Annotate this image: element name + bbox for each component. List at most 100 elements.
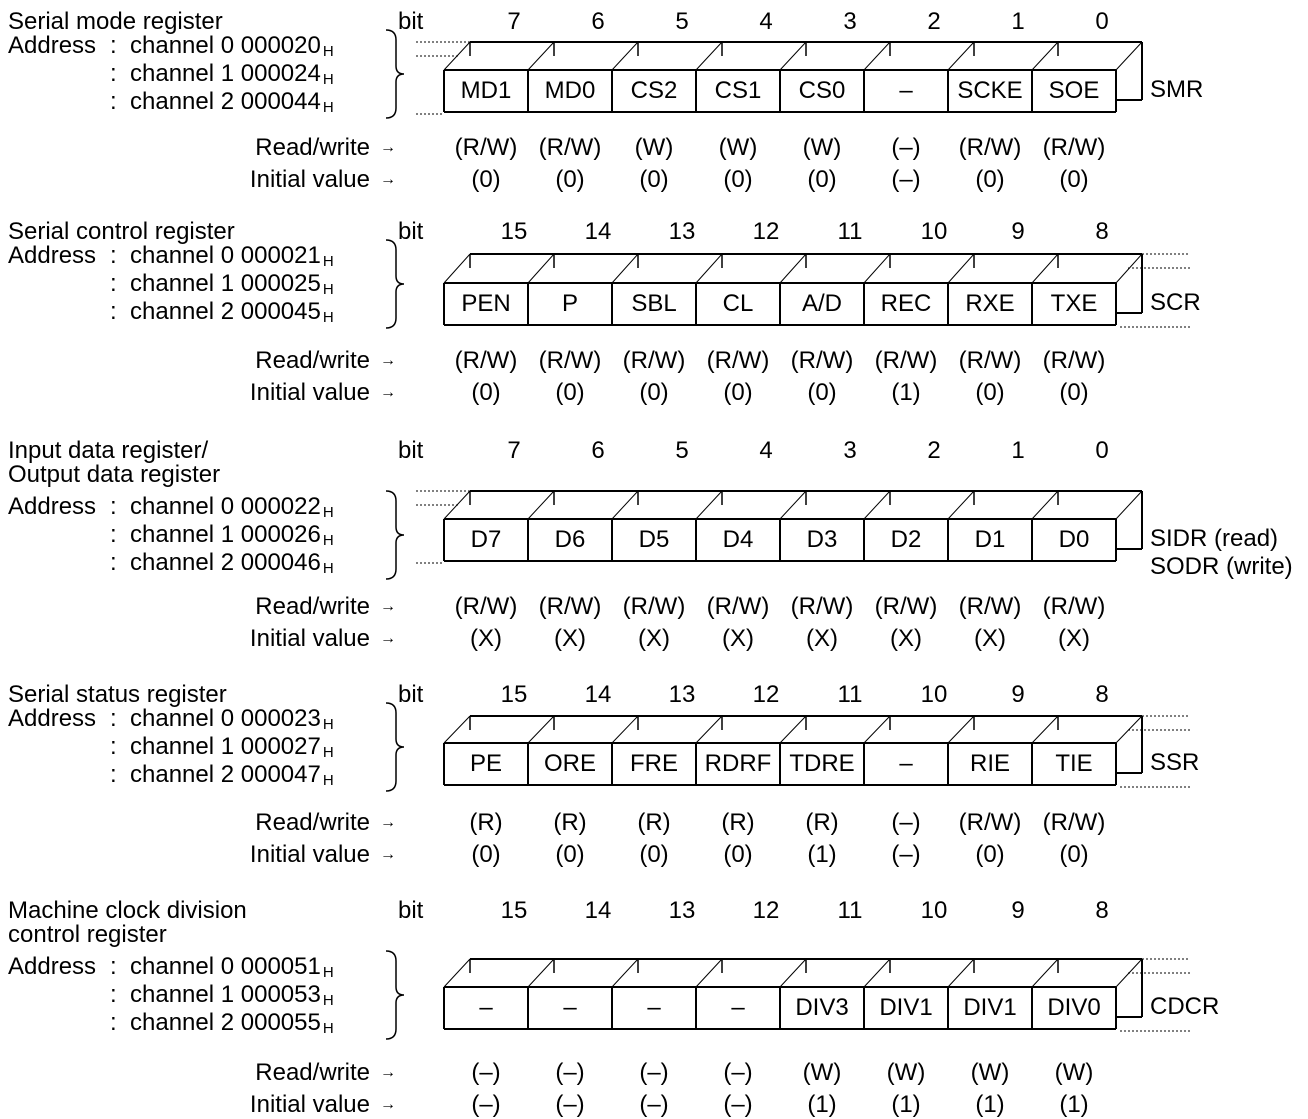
read-write-value: (–)	[639, 1059, 669, 1086]
read-write-value: (R/W)	[622, 593, 686, 620]
read-write-value: (R/W)	[958, 347, 1022, 374]
initial-value: (0)	[555, 166, 585, 193]
read-write-value: (R/W)	[1042, 134, 1106, 161]
initial-value-label: Initial value	[249, 841, 370, 868]
arrow-icon: →	[380, 598, 396, 615]
hex-suffix-wrap: H	[323, 956, 334, 987]
frame-diagonal	[1115, 41, 1143, 71]
hex-suffix-wrap: H	[323, 524, 334, 555]
address-label: Address	[8, 32, 97, 59]
initial-value: (0)	[1059, 841, 1089, 868]
frame-diagonal	[1031, 253, 1059, 284]
address-brace	[385, 490, 405, 580]
address-label: Address	[8, 705, 97, 732]
frame-diagonal	[695, 41, 723, 71]
address-label: Address	[8, 953, 97, 980]
bit-number: 8	[1095, 681, 1109, 708]
bit-field: CS1	[714, 77, 762, 104]
bit-number: 9	[1011, 218, 1025, 245]
address-value: channel 1 000026	[130, 521, 321, 548]
frame-diagonal	[863, 41, 891, 71]
frame-diagonal	[611, 253, 639, 284]
bit-label: bit	[398, 8, 424, 35]
register-title: control register	[8, 921, 167, 948]
read-write-value: (–)	[891, 134, 921, 161]
bit-field: D0	[1058, 526, 1090, 553]
bit-label: bit	[398, 218, 424, 245]
bit-number: 15	[500, 681, 528, 708]
bit-number: 13	[668, 897, 696, 924]
initial-value: (X)	[638, 625, 670, 652]
bit-number: 1	[1011, 8, 1025, 35]
bit-number: 4	[759, 437, 773, 464]
frame-diagonal	[1115, 490, 1143, 520]
read-write-value: (–)	[891, 809, 921, 836]
bit-number: 6	[591, 437, 605, 464]
address-brace	[385, 29, 405, 119]
hex-suffix: H	[322, 1020, 334, 1037]
bit-number: 9	[1011, 897, 1025, 924]
initial-value: (–)	[891, 841, 921, 868]
bit-number: 15	[500, 897, 528, 924]
hex-suffix: H	[322, 716, 334, 733]
read-write-value: (R/W)	[1042, 809, 1106, 836]
bit-field: –	[731, 994, 745, 1021]
initial-value-label: Initial value	[249, 166, 370, 193]
read-write-value: (R/W)	[790, 593, 854, 620]
address-colon: :	[110, 242, 117, 269]
initial-value: (0)	[975, 166, 1005, 193]
hex-suffix: H	[322, 532, 334, 549]
hex-suffix: H	[322, 744, 334, 761]
hex-suffix-wrap: H	[323, 496, 334, 527]
register-name: SODR (write)	[1150, 553, 1293, 580]
bit-label: bit	[398, 897, 424, 924]
initial-value: (0)	[723, 841, 753, 868]
frame-diagonal	[779, 715, 807, 744]
bit-number: 7	[507, 8, 521, 35]
bit-number: 14	[584, 897, 612, 924]
frame-diagonal	[947, 715, 975, 744]
address-value: channel 2 000044	[130, 88, 321, 115]
address-value: channel 1 000025	[130, 270, 321, 297]
frame-diagonal	[779, 253, 807, 284]
address-value: channel 1 000024	[130, 60, 321, 87]
hex-suffix-wrap: H	[323, 764, 334, 795]
read-write-value: (W)	[718, 134, 758, 161]
address-colon: :	[110, 733, 117, 760]
bit-field: D6	[554, 526, 586, 553]
address-colon: :	[110, 1009, 117, 1036]
initial-value: (X)	[554, 625, 586, 652]
bit-field: SOE	[1048, 77, 1100, 104]
bit-field: D2	[890, 526, 922, 553]
address-value: channel 2 000046	[130, 549, 321, 576]
read-write-value: (R/W)	[538, 347, 602, 374]
hex-suffix-wrap: H	[323, 273, 334, 304]
bit-number: 2	[927, 8, 941, 35]
read-write-value: (R/W)	[1042, 347, 1106, 374]
bit-field: SCKE	[957, 77, 1023, 104]
bit-number: 11	[837, 681, 863, 708]
read-write-value: (W)	[886, 1059, 926, 1086]
bit-field: CS2	[630, 77, 678, 104]
frame-diagonal	[527, 253, 555, 284]
read-write-value: (W)	[634, 134, 674, 161]
address-colon: :	[110, 521, 117, 548]
initial-value-label: Initial value	[249, 379, 370, 406]
bit-field: DIV0	[1047, 994, 1101, 1021]
bit-label: bit	[398, 681, 424, 708]
bit-number: 15	[500, 218, 528, 245]
bit-field: REC	[880, 290, 932, 317]
bit-number: 11	[837, 897, 863, 924]
bit-field: –	[647, 994, 661, 1021]
bit-number: 12	[752, 897, 780, 924]
bit-number: 8	[1095, 897, 1109, 924]
bit-number: 7	[507, 437, 521, 464]
address-colon: :	[110, 60, 117, 87]
frame-diagonal	[947, 253, 975, 284]
read-write-value: (R)	[721, 809, 755, 836]
frame-diagonal	[695, 715, 723, 744]
bit-number: 6	[591, 8, 605, 35]
read-write-label: Read/write	[255, 809, 370, 836]
register-title: Serial mode register	[8, 8, 223, 35]
bit-field: PEN	[461, 290, 511, 317]
